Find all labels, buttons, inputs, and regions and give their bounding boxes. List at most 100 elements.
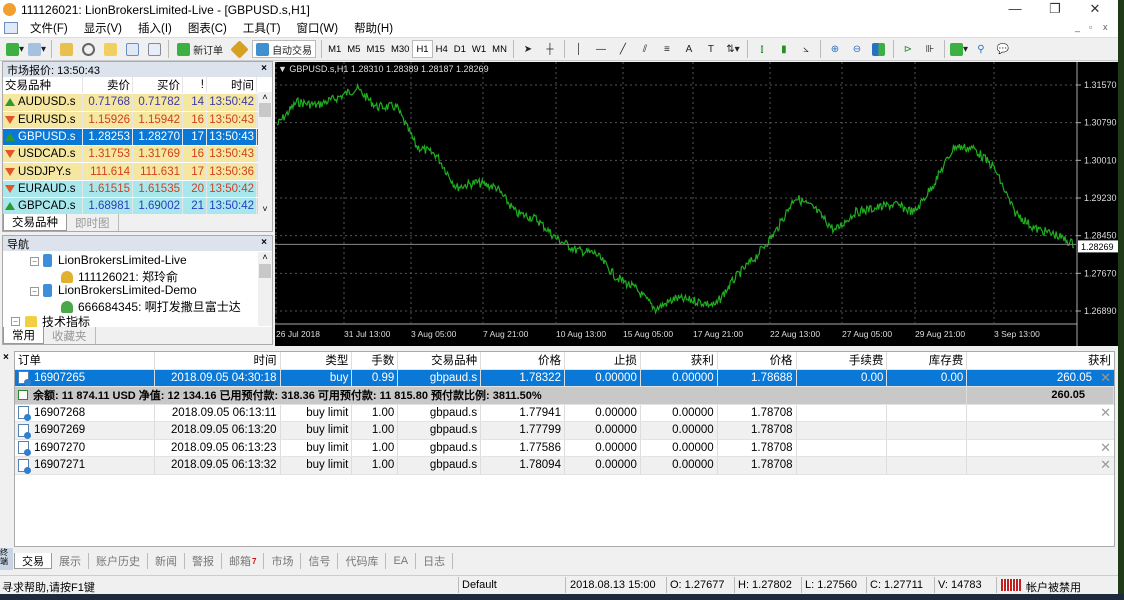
tab-terminal-5[interactable]: 邮箱 7 bbox=[222, 553, 265, 569]
data-window-button[interactable] bbox=[79, 40, 97, 58]
chat-button[interactable]: 💬 bbox=[994, 40, 1012, 58]
crosshair-button[interactable]: ┼ bbox=[541, 40, 559, 58]
close-order-icon[interactable]: ✕ bbox=[1100, 369, 1111, 385]
close-order-icon[interactable]: ✕ bbox=[1100, 439, 1111, 455]
equidistant-channel-button[interactable]: ⫽ bbox=[636, 40, 654, 58]
menu-view[interactable]: 显示(V) bbox=[83, 23, 123, 35]
market-watch-row[interactable]: GBPCAD.s 1.68981 1.69002 21 13:50:42 bbox=[3, 198, 272, 216]
fibonacci-button[interactable]: ≡ bbox=[658, 40, 676, 58]
timeframe-m1[interactable]: M1 bbox=[328, 43, 342, 55]
order-row[interactable]: 16907271 2018.09.05 06:13:32 buy limit 1.00… bbox=[15, 457, 1114, 475]
nav-server-live[interactable]: LionBrokersLimited-Live bbox=[43, 253, 187, 267]
col-header[interactable]: 手续费 bbox=[797, 352, 888, 369]
tab-terminal-7[interactable]: 信号 bbox=[301, 553, 339, 569]
vertical-line-button[interactable]: │ bbox=[570, 40, 588, 58]
search-button[interactable]: ⚲ bbox=[972, 40, 990, 58]
close-order-icon[interactable]: ✕ bbox=[1100, 404, 1111, 420]
nav-account-demo[interactable]: 666684345: 啊打发撒旦富士达 bbox=[61, 298, 241, 315]
navigator-scrollbar[interactable]: ˄ bbox=[258, 252, 272, 326]
tab-favorites[interactable]: 收藏夹 bbox=[44, 327, 96, 344]
line-chart-button[interactable]: ⦣ bbox=[797, 40, 815, 58]
close-button[interactable]: ✕ bbox=[1089, 1, 1101, 16]
menu-help[interactable]: 帮助(H) bbox=[354, 23, 394, 35]
market-watch-row[interactable]: USDCAD.s 1.31753 1.31769 16 13:50:43 bbox=[3, 146, 272, 164]
cursor-button[interactable]: ➤ bbox=[519, 40, 537, 58]
col-header[interactable]: 价格 bbox=[718, 352, 797, 369]
timeframe-h4[interactable]: H4 bbox=[435, 43, 448, 55]
minimize-button[interactable]: — bbox=[1008, 1, 1022, 16]
chart-canvas[interactable]: 1.31570 1.30790 1.30010 1.29230 1.28450 1.276… bbox=[275, 62, 1118, 346]
col-header[interactable]: 交易品种 bbox=[398, 352, 482, 369]
col-bid[interactable]: 卖价 bbox=[83, 77, 133, 94]
metaeditor-button[interactable] bbox=[229, 39, 249, 59]
col-header[interactable]: 类型 bbox=[281, 352, 353, 369]
tab-terminal-2[interactable]: 账户历史 bbox=[89, 553, 148, 569]
col-header[interactable]: 止损 bbox=[565, 352, 641, 369]
timeframe-mn[interactable]: MN bbox=[492, 43, 507, 55]
new-chart-button[interactable]: ▾ bbox=[6, 40, 24, 58]
navigator-button[interactable] bbox=[101, 40, 119, 58]
menu-insert[interactable]: 插入(I) bbox=[138, 23, 172, 35]
tab-terminal-4[interactable]: 警报 bbox=[185, 553, 222, 569]
timeframe-w1[interactable]: W1 bbox=[471, 43, 487, 55]
tab-terminal-10[interactable]: 日志 bbox=[416, 553, 454, 569]
maximize-button[interactable]: ❐ bbox=[1049, 1, 1061, 16]
col-header[interactable]: 时间 bbox=[155, 352, 281, 369]
tab-terminal-9[interactable]: EA bbox=[386, 553, 417, 569]
terminal-close-icon[interactable]: × bbox=[3, 352, 9, 363]
arrows-button[interactable]: ⇅▾ bbox=[724, 40, 742, 58]
market-watch-row[interactable]: GBPUSD.s 1.28253 1.28270 17 13:50:43 bbox=[3, 128, 272, 147]
col-header[interactable]: 手数 bbox=[352, 352, 399, 369]
collapse-icon[interactable]: − bbox=[30, 287, 39, 296]
indicators-button[interactable]: ▾ bbox=[949, 40, 968, 58]
price-chart[interactable]: 1.31570 1.30790 1.30010 1.29230 1.28450 1.276… bbox=[275, 62, 1118, 346]
collapse-icon[interactable]: − bbox=[30, 257, 39, 266]
market-watch-row[interactable]: EURUSD.s 1.15926 1.15942 16 13:50:43 bbox=[3, 111, 272, 129]
col-spread[interactable]: ! bbox=[183, 77, 207, 94]
auto-scroll-button[interactable]: ⊳ bbox=[899, 40, 917, 58]
timeframe-m15[interactable]: M15 bbox=[366, 43, 385, 55]
market-watch-row[interactable]: EURAUD.s 1.61515 1.61535 20 13:50:42 bbox=[3, 180, 272, 199]
tab-terminal-6[interactable]: 市场 bbox=[264, 553, 302, 569]
timeframe-h1[interactable]: H1 bbox=[412, 40, 433, 58]
bar-chart-button[interactable]: ⫾ bbox=[753, 40, 771, 58]
horizontal-line-button[interactable]: — bbox=[592, 40, 610, 58]
menu-tools[interactable]: 工具(T) bbox=[242, 23, 281, 35]
col-header[interactable]: 获利 bbox=[641, 352, 718, 369]
mdi-minimize-button[interactable]: _ bbox=[1075, 22, 1081, 32]
timeframe-m30[interactable]: M30 bbox=[390, 43, 410, 55]
tab-terminal-1[interactable]: 展示 bbox=[52, 553, 89, 569]
mdi-restore-button[interactable]: ▫ bbox=[1089, 22, 1093, 32]
market-watch-button[interactable] bbox=[57, 40, 75, 58]
tab-common[interactable]: 常用 bbox=[3, 327, 44, 344]
tab-terminal-3[interactable]: 新闻 bbox=[148, 553, 185, 569]
chart-shift-button[interactable]: ⊪ bbox=[921, 40, 939, 58]
col-header[interactable]: 获利 bbox=[1087, 355, 1111, 368]
strategy-tester-button[interactable] bbox=[145, 40, 163, 58]
tile-windows-button[interactable] bbox=[870, 40, 888, 58]
close-order-icon[interactable]: ✕ bbox=[1100, 457, 1111, 473]
timeframe-d1[interactable]: D1 bbox=[453, 43, 466, 55]
menu-window[interactable]: 窗口(W) bbox=[296, 23, 339, 35]
col-time[interactable]: 时间 bbox=[207, 77, 257, 94]
col-symbol[interactable]: 交易品种 bbox=[3, 77, 83, 94]
menu-file[interactable]: 文件(F) bbox=[30, 23, 68, 35]
candlestick-button[interactable]: ▮ bbox=[775, 40, 793, 58]
trendline-button[interactable]: ╱ bbox=[614, 40, 632, 58]
text-label-button[interactable]: T bbox=[702, 40, 720, 58]
market-watch-scrollbar[interactable]: ˄ ˅ bbox=[258, 92, 272, 214]
text-button[interactable]: A bbox=[680, 40, 698, 58]
order-row[interactable]: 16907270 2018.09.05 06:13:23 buy limit 1.00… bbox=[15, 439, 1114, 457]
order-row[interactable]: 16907269 2018.09.05 06:13:20 buy limit 1.00… bbox=[15, 422, 1114, 440]
close-icon[interactable]: × bbox=[261, 237, 267, 248]
tab-tick-chart[interactable]: 即时图 bbox=[67, 214, 119, 231]
market-watch-row[interactable]: AUDUSD.s 0.71768 0.71782 14 13:50:42 bbox=[3, 94, 272, 112]
nav-account-live[interactable]: 111126021: 郑玲俞 bbox=[61, 268, 178, 285]
order-row[interactable]: 16907265 2018.09.05 04:30:18 buy 0.99 gbpaud… bbox=[15, 369, 1114, 387]
timeframe-m5[interactable]: M5 bbox=[347, 43, 361, 55]
auto-trading-button[interactable]: 自动交易 bbox=[252, 40, 317, 58]
status-connection[interactable]: 帐户被禁用 bbox=[1026, 582, 1081, 594]
nav-indicators[interactable]: 技术指标 bbox=[25, 313, 90, 330]
nav-server-demo[interactable]: LionBrokersLimited-Demo bbox=[43, 283, 197, 297]
menu-charts[interactable]: 图表(C) bbox=[187, 23, 227, 35]
